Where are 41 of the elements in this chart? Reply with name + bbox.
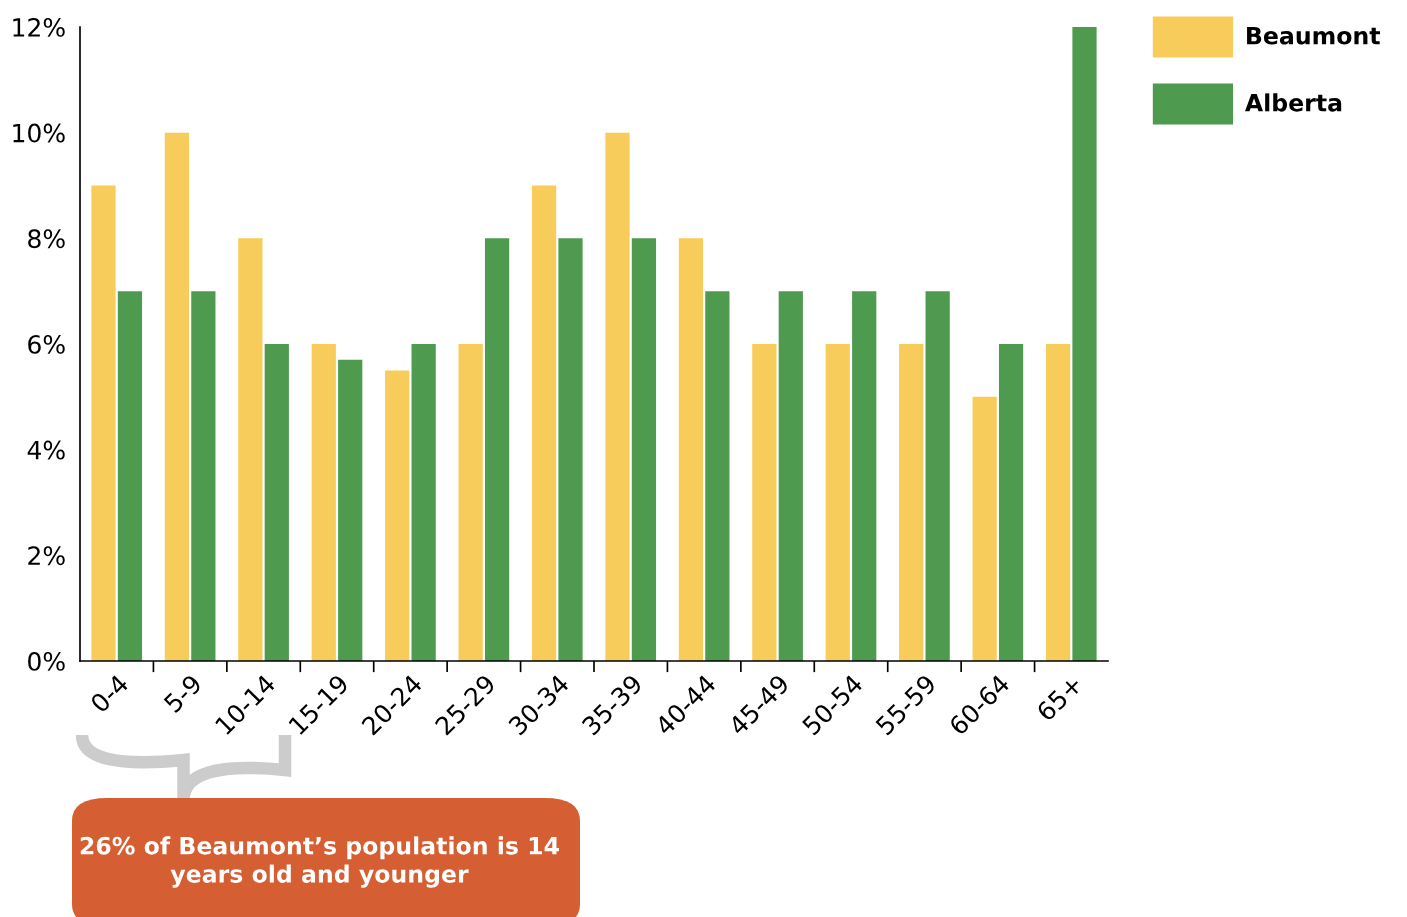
bar [458, 344, 483, 661]
y-tick-label: 4% [27, 440, 65, 460]
bar [91, 185, 116, 661]
bar [238, 238, 263, 661]
bar [264, 344, 289, 661]
bar [191, 291, 216, 661]
bar [484, 238, 510, 661]
y-tick-label: 12% [13, 17, 65, 37]
x-tick-label: 65+ [1035, 674, 1084, 722]
bar [531, 185, 557, 661]
legend-label: Beaumont [1247, 27, 1381, 45]
bar [705, 291, 730, 661]
y-tick-label: 6% [28, 334, 65, 354]
bar [117, 291, 143, 661]
bar [972, 396, 997, 661]
bar [752, 344, 777, 661]
y-tick-label: 10% [13, 123, 65, 143]
legend-label: Alberta [1245, 93, 1342, 112]
bar [1045, 344, 1071, 661]
bar [998, 344, 1024, 661]
bar [1072, 27, 1097, 661]
bar [778, 291, 803, 661]
bar [678, 238, 704, 661]
bar [852, 291, 877, 661]
bar [385, 370, 410, 661]
text: 26% of Beaumont’s population is 14 years old and younger [80, 836, 559, 888]
bar [605, 132, 630, 661]
bar [311, 344, 336, 661]
y-tick-label: 2% [28, 546, 65, 566]
bar [164, 132, 190, 661]
x-tick-label: 0-4 [89, 673, 130, 714]
bar [825, 344, 850, 661]
bar [925, 291, 950, 661]
y-tick-label: 8% [28, 229, 65, 249]
bar [558, 238, 583, 661]
bar [411, 344, 436, 661]
bar [338, 359, 363, 661]
bar [899, 344, 924, 661]
bar [631, 238, 657, 661]
x-tick-label: 5-9 [162, 673, 203, 714]
y-tick-label: 0% [28, 651, 65, 671]
